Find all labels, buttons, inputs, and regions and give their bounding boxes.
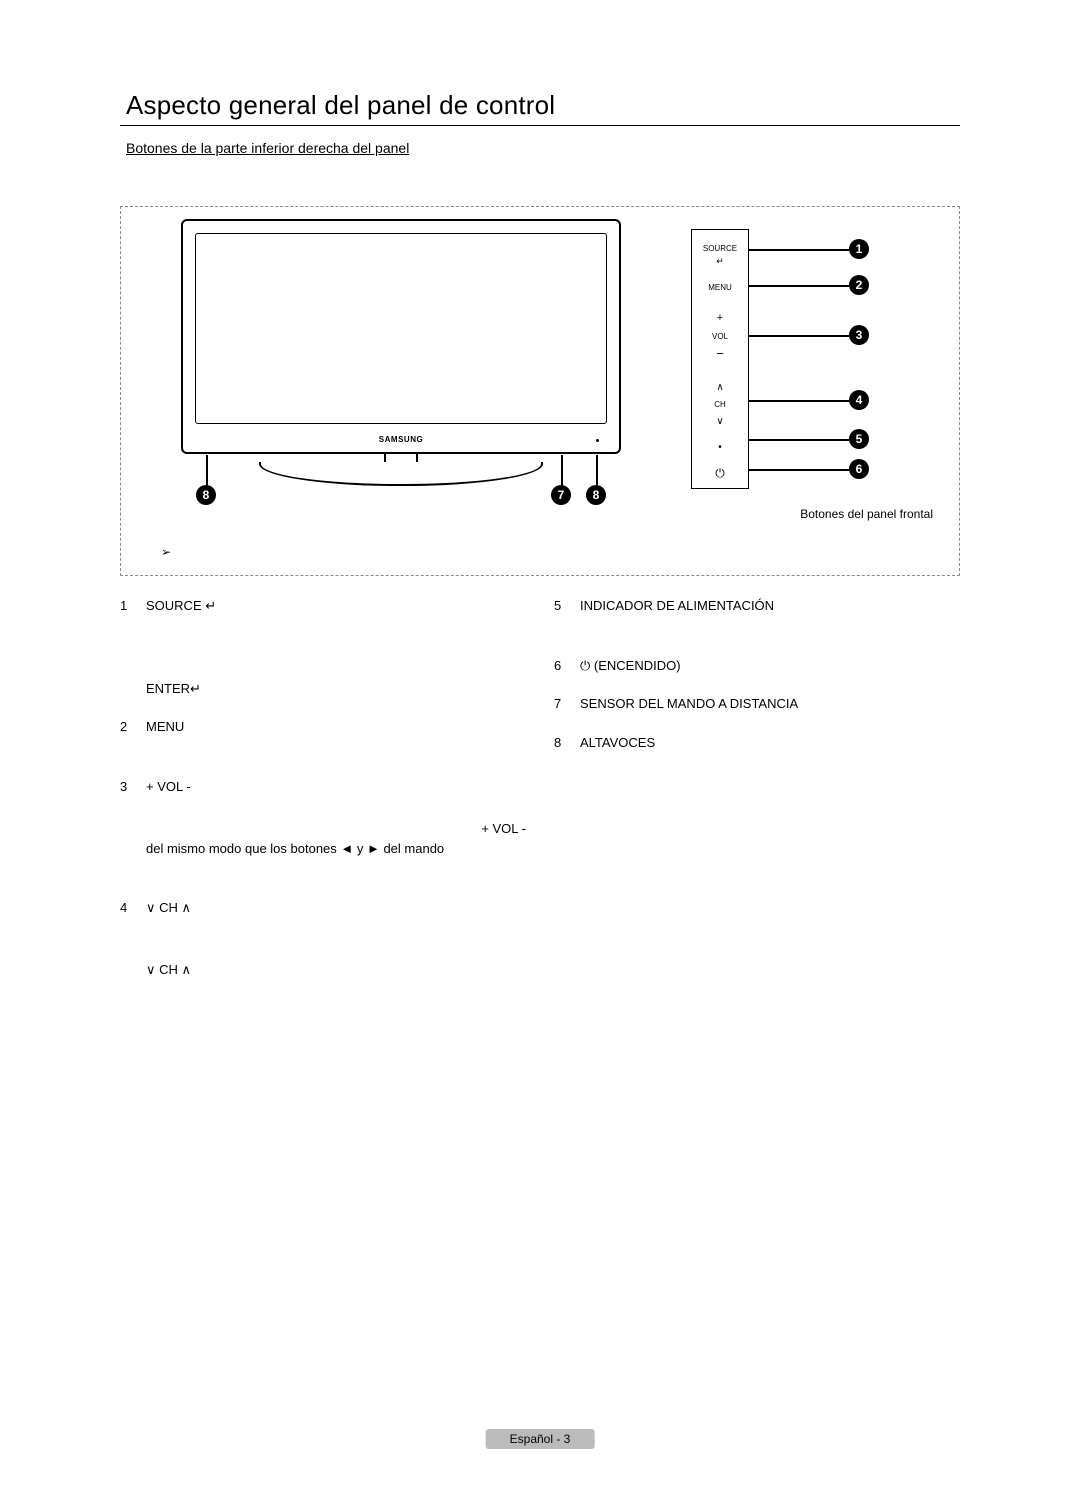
panel-ch-label: CH — [692, 400, 748, 409]
desc-num: 3 — [120, 777, 136, 797]
callout-circle-5: 5 — [849, 429, 869, 449]
desc-num: 5 — [554, 596, 570, 616]
desc-title: + VOL - — [146, 777, 191, 797]
callout-circle-6: 6 — [849, 459, 869, 479]
panel-plus-label: + — [692, 312, 748, 324]
callout-line-2 — [749, 285, 849, 287]
desc-body: ∨ CH ∧ — [146, 920, 526, 1001]
desc-body — [146, 739, 526, 759]
callout-circle-2: 2 — [849, 275, 869, 295]
panel-menu-label: MENU — [692, 283, 748, 292]
panel-source-label: SOURCE — [692, 244, 748, 253]
page-title: Aspecto general del panel de control — [126, 90, 960, 121]
desc-body: + VOL - del mismo modo que los botones ◄ … — [146, 799, 526, 880]
desc-num: 6 — [554, 656, 570, 676]
callout-vline-8b — [596, 455, 598, 487]
desc-title: ⏻ (ENCENDIDO) — [580, 656, 681, 676]
panel-down-label: ∨ — [692, 416, 748, 427]
desc-title: ∨ CH ∧ — [146, 898, 191, 918]
callout-circle-1: 1 — [849, 239, 869, 259]
desc-title: SOURCE ↵ — [146, 596, 216, 616]
desc-col-right: 5 INDICADOR DE ALIMENTACIÓN 6 ⏻ (ENCENDIDO… — [554, 596, 960, 1018]
desc-num: 2 — [120, 717, 136, 737]
callout-line-1 — [749, 249, 849, 251]
callout-circle-4: 4 — [849, 390, 869, 410]
desc-body — [580, 618, 960, 638]
desc-title: INDICADOR DE ALIMENTACIÓN — [580, 596, 774, 616]
callout-circle-8b: 8 — [586, 485, 606, 505]
desc-num: 1 — [120, 596, 136, 616]
desc-item-2: 2 MENU — [120, 717, 526, 759]
callout-line-5 — [749, 439, 849, 441]
desc-num: 7 — [554, 694, 570, 714]
callout-vline-7 — [561, 455, 563, 487]
desc-extra: ENTER↵ — [146, 681, 201, 696]
panel-up-label: ∧ — [692, 382, 748, 393]
button-panel: SOURCE ↵ MENU + VOL − ∧ CH ∨ • ⏻ — [691, 229, 749, 489]
desc-col-left: 1 SOURCE ↵ ENTER↵ 2 MENU 3 + VOL - + VOL - d… — [120, 596, 526, 1018]
indicator-dot — [596, 439, 599, 442]
front-panel-label: Botones del panel frontal — [800, 507, 933, 521]
callout-circle-3: 3 — [849, 325, 869, 345]
callout-circle-8a: 8 — [196, 485, 216, 505]
desc-item-3: 3 + VOL - + VOL - del mismo modo que los b… — [120, 777, 526, 880]
manual-page: Aspecto general del panel de control Bot… — [0, 0, 1080, 1488]
callout-line-3 — [749, 335, 849, 337]
diagram-note — [161, 545, 177, 559]
footer-label: Español - 3 — [486, 1429, 595, 1449]
desc-inline: + VOL - — [481, 819, 526, 839]
callout-line-4 — [749, 400, 849, 402]
panel-vol-label: VOL — [692, 332, 748, 341]
panel-enter-icon: ↵ — [692, 256, 748, 267]
page-subtitle: Botones de la parte inferior derecha del… — [126, 140, 960, 156]
tv-drawing: SAMSUNG — [181, 219, 621, 486]
panel-power-icon: ⏻ — [692, 466, 748, 481]
tv-stand — [259, 462, 543, 486]
title-section: Aspecto general del panel de control — [120, 90, 960, 126]
desc-title: SENSOR DEL MANDO A DISTANCIA — [580, 694, 798, 714]
desc-title: MENU — [146, 717, 184, 737]
brand-label: SAMSUNG — [379, 435, 423, 444]
desc-body-text: del mismo modo que los botones ◄ y ► del… — [146, 841, 444, 856]
desc-num: 8 — [554, 733, 570, 753]
desc-num: 4 — [120, 898, 136, 918]
tv-screen — [195, 233, 607, 424]
description-columns: 1 SOURCE ↵ ENTER↵ 2 MENU 3 + VOL - + VOL - d… — [120, 596, 960, 1018]
desc-body-text: ∨ CH ∧ — [146, 962, 191, 977]
callout-line-6 — [749, 469, 849, 471]
desc-item-7: 7 SENSOR DEL MANDO A DISTANCIA — [554, 694, 960, 714]
desc-item-8: 8 ALTAVOCES — [554, 733, 960, 753]
desc-item-1: 1 SOURCE ↵ ENTER↵ — [120, 596, 526, 699]
panel-minus-label: − — [692, 350, 748, 358]
diagram-box: SAMSUNG SOURCE ↵ MENU + VOL − ∧ CH ∨ • ⏻… — [120, 206, 960, 576]
panel-dot-label: • — [692, 442, 748, 453]
callout-vline-8a — [206, 455, 208, 487]
callout-circle-7: 7 — [551, 485, 571, 505]
desc-item-4: 4 ∨ CH ∧ ∨ CH ∧ — [120, 898, 526, 1001]
desc-item-5: 5 INDICADOR DE ALIMENTACIÓN — [554, 596, 960, 638]
desc-item-6: 6 ⏻ (ENCENDIDO) — [554, 656, 960, 676]
desc-title: ALTAVOCES — [580, 733, 655, 753]
tv-bezel: SAMSUNG — [181, 219, 621, 454]
desc-body: ENTER↵ — [146, 618, 526, 699]
page-footer: Español - 3 — [486, 1430, 595, 1448]
